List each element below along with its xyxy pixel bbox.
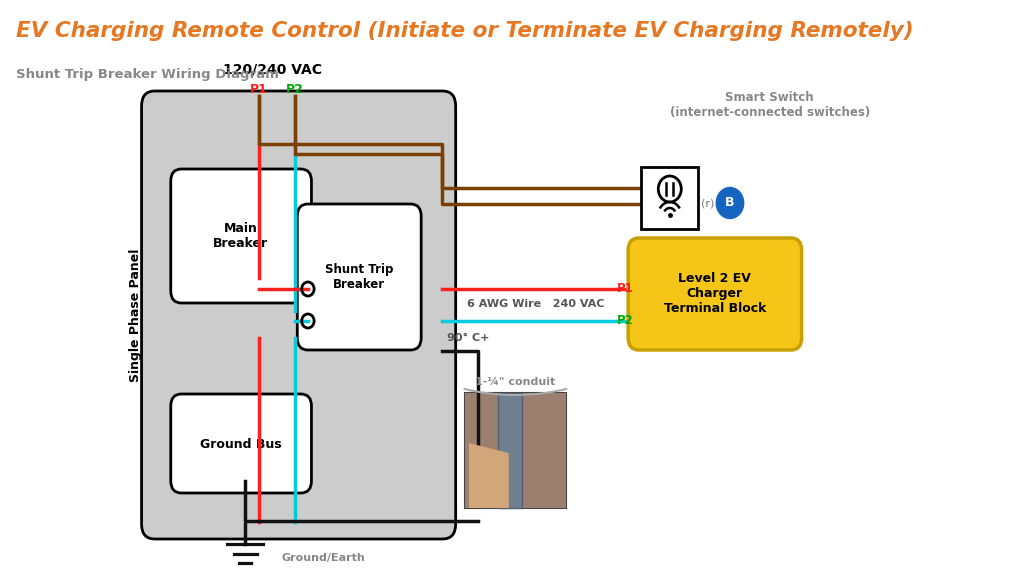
Text: P2: P2 xyxy=(286,83,303,96)
Text: P1: P1 xyxy=(616,282,634,295)
FancyBboxPatch shape xyxy=(465,393,566,508)
Text: 6 AWG Wire   240 VAC: 6 AWG Wire 240 VAC xyxy=(467,299,604,309)
Polygon shape xyxy=(498,393,522,508)
Text: Shunt Trip
Breaker: Shunt Trip Breaker xyxy=(325,263,393,291)
FancyBboxPatch shape xyxy=(297,204,421,350)
Polygon shape xyxy=(465,393,566,508)
Text: EV Charging Remote Control (Initiate or Terminate EV Charging Remotely): EV Charging Remote Control (Initiate or … xyxy=(16,21,913,41)
Polygon shape xyxy=(469,443,509,508)
Text: P2: P2 xyxy=(616,314,634,328)
Text: 120/240 VAC: 120/240 VAC xyxy=(223,62,322,76)
Text: Shunt Trip Breaker Wiring Diagram: Shunt Trip Breaker Wiring Diagram xyxy=(16,68,279,81)
FancyBboxPatch shape xyxy=(171,394,311,493)
Text: Main
Breaker: Main Breaker xyxy=(213,222,268,250)
FancyBboxPatch shape xyxy=(641,167,698,229)
FancyBboxPatch shape xyxy=(628,238,802,350)
Text: Ground Bus: Ground Bus xyxy=(200,438,282,450)
Text: 1-¼" conduit: 1-¼" conduit xyxy=(475,377,555,387)
Text: B: B xyxy=(725,196,734,210)
Text: P1: P1 xyxy=(250,83,268,96)
Text: Ground/Earth: Ground/Earth xyxy=(282,553,366,563)
Text: 90° C+: 90° C+ xyxy=(446,333,489,343)
FancyBboxPatch shape xyxy=(141,91,456,539)
Circle shape xyxy=(716,188,743,218)
Text: Smart Switch
(internet-connected switches): Smart Switch (internet-connected switche… xyxy=(670,91,870,119)
FancyBboxPatch shape xyxy=(171,169,311,303)
Text: Level 2 EV
Charger
Terminal Block: Level 2 EV Charger Terminal Block xyxy=(664,272,766,316)
Text: Single Phase Panel: Single Phase Panel xyxy=(129,248,142,382)
Text: (r): (r) xyxy=(700,198,714,208)
